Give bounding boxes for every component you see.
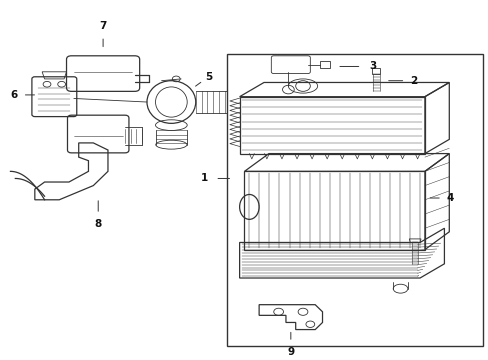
Text: 9: 9 [286, 347, 294, 357]
Text: 5: 5 [205, 72, 212, 82]
Text: 1: 1 [200, 174, 207, 184]
Bar [227, 54, 483, 346]
Text: 8: 8 [94, 219, 102, 229]
Text: 7: 7 [99, 21, 106, 31]
Bar [320, 61, 329, 68]
Text: 3: 3 [368, 62, 375, 72]
Text: 4: 4 [446, 193, 453, 203]
Text: 2: 2 [409, 76, 417, 86]
Text: 6: 6 [10, 90, 18, 100]
